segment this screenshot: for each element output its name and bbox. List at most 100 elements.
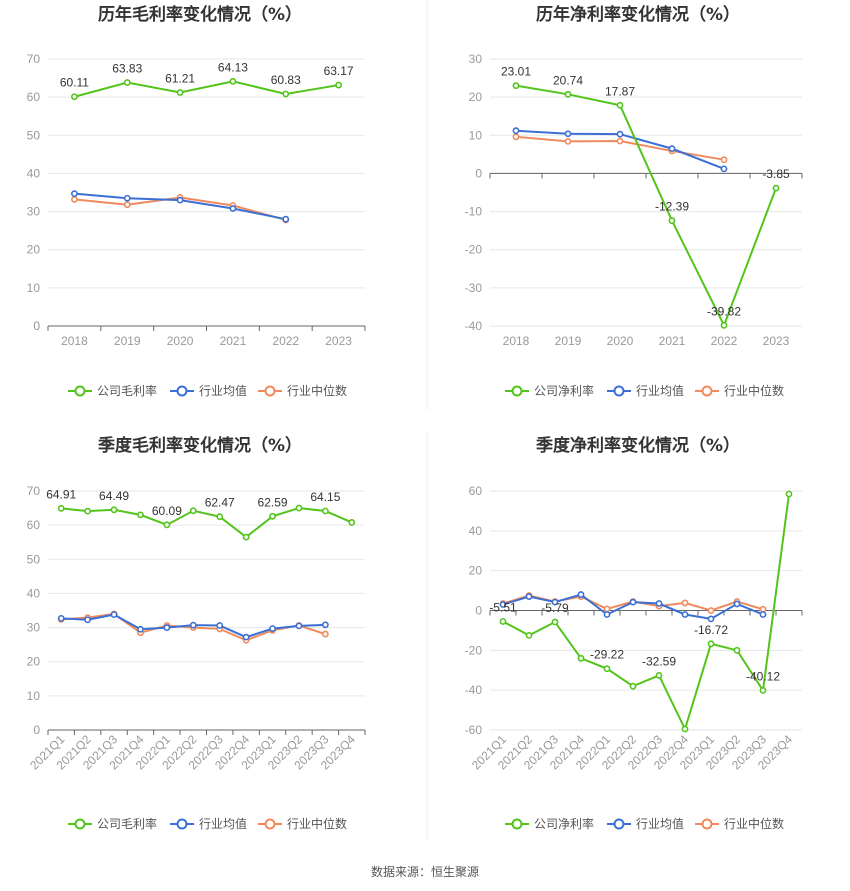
data-point[interactable] [668, 217, 676, 225]
legend-item-industry-avg[interactable]: 行业均值 [170, 816, 247, 831]
data-point[interactable] [603, 665, 611, 673]
data-point[interactable] [71, 195, 78, 203]
data-point[interactable] [733, 600, 741, 608]
data-point[interactable] [525, 593, 533, 600]
data-point[interactable] [163, 521, 171, 529]
data-point[interactable] [123, 201, 131, 209]
data-point[interactable] [57, 504, 65, 512]
y-tick-label: 50 [27, 128, 41, 142]
data-point[interactable] [564, 130, 572, 138]
data-label: 62.47 [205, 496, 235, 510]
data-point[interactable] [499, 618, 507, 625]
data-point[interactable] [295, 504, 303, 512]
data-point[interactable] [512, 127, 520, 135]
data-point[interactable] [321, 621, 329, 629]
data-point[interactable] [616, 130, 624, 138]
legend-item-industry-median[interactable]: 行业中位数 [258, 816, 347, 831]
legend-item-industry-avg[interactable]: 行业均值 [607, 383, 684, 398]
data-point[interactable] [335, 81, 342, 89]
data-point[interactable] [720, 165, 728, 173]
data-point[interactable] [348, 519, 356, 526]
data-point[interactable] [564, 137, 572, 145]
data-point[interactable] [269, 512, 276, 520]
data-point[interactable] [720, 156, 728, 164]
data-point[interactable] [242, 533, 250, 541]
data-point[interactable] [499, 601, 507, 608]
data-point[interactable] [71, 93, 78, 101]
data-point[interactable] [668, 145, 676, 153]
data-point[interactable] [564, 90, 572, 98]
data-point[interactable] [772, 184, 780, 192]
legend-item-company[interactable]: 公司毛利率 [68, 816, 157, 831]
data-point[interactable] [229, 77, 237, 85]
data-point[interactable] [577, 654, 585, 662]
data-point[interactable] [759, 687, 767, 694]
data-point[interactable] [321, 507, 329, 515]
legend-item-industry-median[interactable]: 行业中位数 [695, 816, 784, 831]
data-point[interactable] [176, 89, 184, 96]
data-point[interactable] [551, 598, 559, 606]
data-label: 63.83 [112, 62, 142, 76]
legend-item-industry-median[interactable]: 行业中位数 [695, 383, 784, 398]
data-point[interactable] [785, 490, 793, 498]
data-point[interactable] [216, 622, 224, 629]
data-point[interactable] [577, 591, 585, 598]
data-point[interactable] [216, 513, 224, 521]
legend-item-industry-median[interactable]: 行业中位数 [258, 383, 347, 398]
data-point[interactable] [57, 614, 65, 622]
data-point[interactable] [512, 133, 520, 141]
y-tick-label: 60 [469, 484, 483, 498]
data-point[interactable] [707, 607, 715, 614]
data-point[interactable] [720, 321, 728, 329]
legend-item-company[interactable]: 公司净利率 [505, 383, 594, 398]
data-point[interactable] [655, 600, 663, 607]
legend-item-company[interactable]: 公司净利率 [505, 816, 594, 831]
data-point[interactable] [681, 725, 689, 733]
data-point[interactable] [616, 137, 624, 145]
data-point[interactable] [84, 616, 92, 624]
data-point[interactable] [123, 79, 131, 86]
data-point[interactable] [242, 633, 250, 641]
data-point[interactable] [282, 90, 290, 98]
data-point[interactable] [512, 82, 520, 90]
legend-item-industry-avg[interactable]: 行业均值 [170, 383, 247, 398]
y-tick-label: 10 [27, 281, 41, 295]
data-point[interactable] [110, 506, 118, 514]
data-point[interactable] [603, 611, 611, 618]
data-point[interactable] [84, 507, 92, 515]
legend-label: 行业均值 [636, 383, 684, 398]
plot-area: 0 10 20 30 40 50 60 70 2018 2019 2020 2021 2022 2023 6… [27, 52, 366, 348]
data-point[interactable] [681, 599, 689, 607]
data-point[interactable] [229, 205, 237, 212]
legend-item-company[interactable]: 公司毛利率 [68, 383, 157, 398]
data-point[interactable] [603, 605, 611, 613]
data-point[interactable] [551, 618, 559, 626]
data-point[interactable] [655, 672, 663, 679]
data-point[interactable] [176, 196, 184, 204]
data-point[interactable] [733, 646, 741, 654]
data-point[interactable] [71, 190, 78, 198]
data-point[interactable] [629, 682, 637, 690]
data-point[interactable] [282, 215, 290, 223]
data-point[interactable] [295, 622, 303, 630]
data-point[interactable] [707, 615, 715, 623]
data-point[interactable] [321, 630, 329, 638]
data-point[interactable] [123, 194, 131, 202]
data-point[interactable] [137, 625, 144, 633]
data-point[interactable] [681, 611, 689, 618]
data-point[interactable] [759, 611, 767, 618]
legend-label: 行业中位数 [287, 383, 347, 398]
data-point[interactable] [616, 101, 624, 109]
legend-item-industry-avg[interactable]: 行业均值 [607, 816, 684, 831]
data-point[interactable] [163, 624, 171, 631]
data-point[interactable] [137, 511, 144, 519]
data-point[interactable] [110, 611, 118, 618]
data-point[interactable] [189, 621, 197, 629]
y-tick-label: 10 [27, 689, 41, 703]
data-point[interactable] [525, 631, 533, 639]
industry-avg-series [71, 190, 290, 223]
data-point[interactable] [189, 507, 197, 515]
data-point[interactable] [629, 598, 637, 606]
data-point[interactable] [707, 640, 715, 648]
data-point[interactable] [269, 625, 276, 632]
